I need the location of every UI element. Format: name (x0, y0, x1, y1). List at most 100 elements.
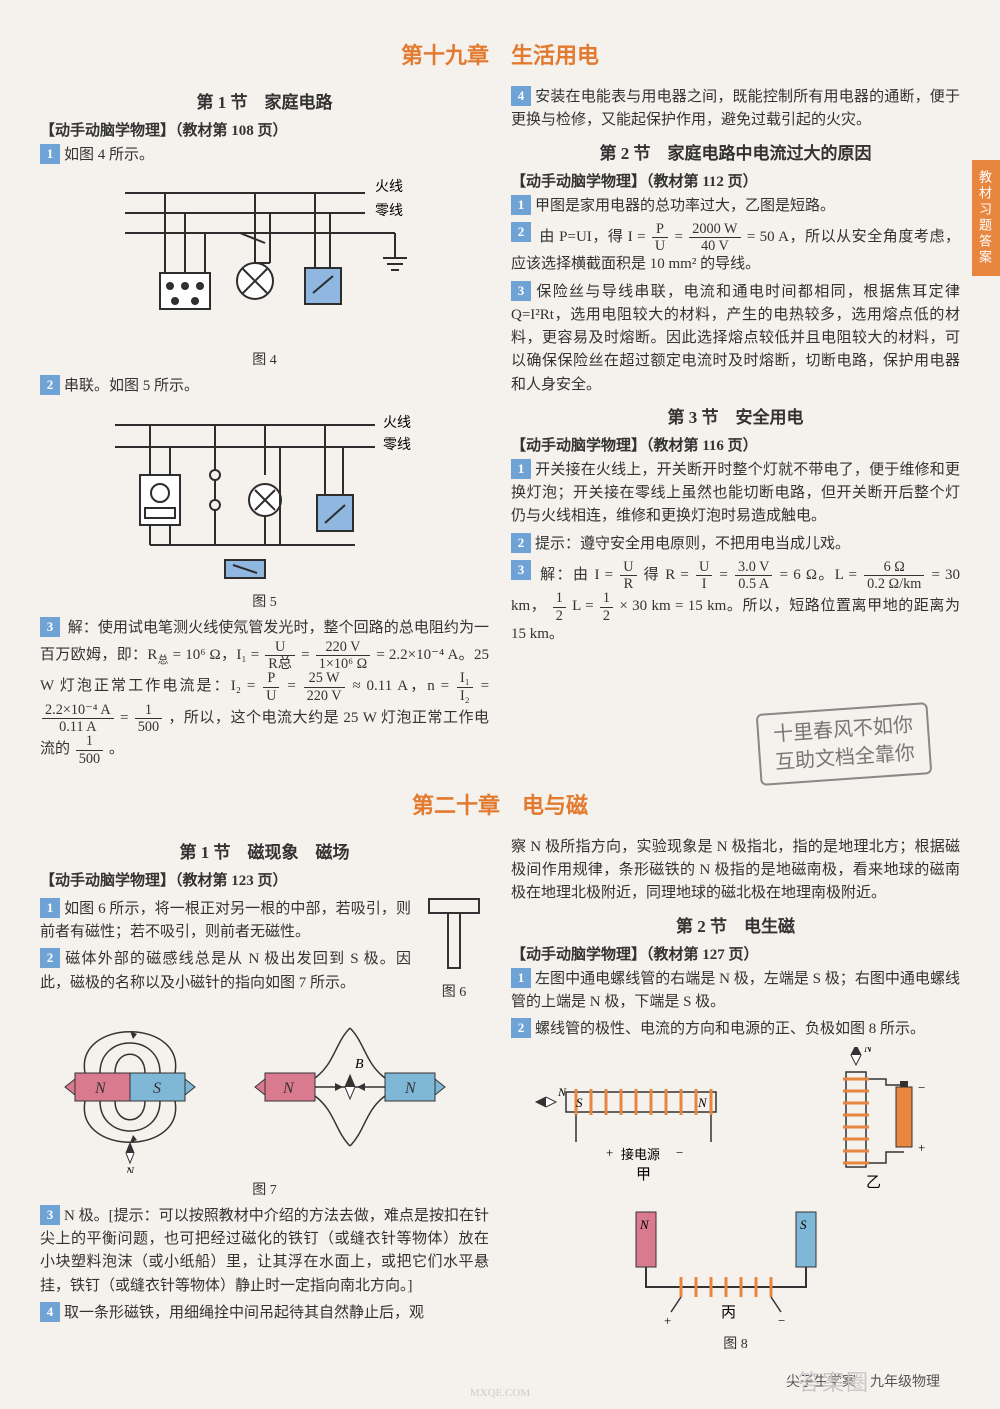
num-box: 2 (40, 375, 60, 395)
t: U (263, 688, 279, 703)
figure-4: 火线 零线 (105, 173, 425, 343)
t: 如图 6 所示，将一根正对另一根的中部，若吸引，则前者有磁性；若不吸引，则前者无… (40, 901, 411, 940)
t: N (125, 1164, 135, 1173)
num-box: 3 (40, 1205, 60, 1225)
num-box: 1 (40, 144, 60, 164)
t: = (287, 678, 301, 694)
figure-8: N S N + 接电源 − 甲 (526, 1047, 946, 1327)
ch20-q1: 1如图 6 所示，将一根正对另一根的中部，若吸引，则前者有磁性；若不吸引，则前者… (40, 898, 411, 945)
t: 。 (109, 741, 124, 757)
t: 由 P=UI，得 I = (539, 229, 650, 245)
t: = (719, 567, 733, 583)
fig8-caption: 图 8 (511, 1333, 960, 1353)
t: + (664, 1313, 671, 1327)
ch19-sec1-title: 第 1 节 家庭电路 (40, 88, 489, 113)
t: N (282, 1080, 295, 1097)
t: 220 V (304, 688, 345, 703)
t: 3.0 V (735, 560, 772, 576)
t: 得 R = (644, 567, 694, 583)
t: − (918, 1080, 925, 1095)
t: 2.2×10⁻⁴ A (42, 703, 114, 719)
chapter-20-columns: 第 1 节 磁现象 磁场 【动手动脑学物理】（教材第 123 页） 1如图 6 … (40, 832, 960, 1360)
t: 500 (135, 719, 162, 734)
fig5-caption: 图 5 (40, 591, 489, 611)
t: 40 V (689, 238, 740, 253)
num-box: 1 (511, 968, 531, 988)
t: 丙 (721, 1305, 736, 1321)
t: B (355, 1057, 364, 1072)
t: ≈ 0.11 A，n = (352, 678, 455, 694)
t: 2000 W (689, 222, 740, 238)
t: = (674, 229, 687, 245)
figure-6 (424, 894, 484, 974)
t: 1×10⁶ Ω (316, 656, 371, 671)
t: U (265, 640, 295, 656)
ch20-sec2-source: 【动手动脑学物理】（教材第 127 页） (511, 943, 960, 964)
t: 保险丝与导线串联，电流和通电时间都相同，根据焦耳定律 Q=I²Rt，选用电阻较大… (511, 284, 960, 393)
num-box: 2 (511, 533, 531, 553)
t: 取一条形磁铁，用细绳拴中间吊起待其自然静止后，观 (64, 1305, 424, 1321)
stamp: 十里春风不如你 互助文档全靠你 (756, 702, 933, 786)
ch19-s2q1: 1甲图是家用电器的总功率过大，乙图是短路。 (511, 195, 960, 218)
t: 2 (553, 608, 566, 623)
fig6-caption: 图 6 (419, 981, 489, 1001)
ch19-s2q3: 3保险丝与导线串联，电流和通电时间都相同，根据焦耳定律 Q=I²Rt，选用电阻较… (511, 281, 960, 397)
t: 500 (76, 751, 103, 766)
ch20-left-col: 第 1 节 磁现象 磁场 【动手动脑学物理】（教材第 123 页） 1如图 6 … (40, 832, 489, 1360)
watermark-logo: 答案圈 (798, 1365, 870, 1397)
t: 开关接在火线上，开关断开时整个灯就不带电了，便于维修和更换灯泡；开关接在零线上虽… (511, 462, 960, 525)
t: P (652, 222, 668, 238)
t: 25 W (304, 671, 345, 687)
t: R (620, 576, 636, 591)
t: 左图中通电螺线管的右端是 N 极，左端是 S 极；右图中通电螺线管的上端是 N … (511, 971, 960, 1010)
ch20-q4: 4取一条形磁铁，用细绳拴中间吊起待其自然静止后，观 (40, 1302, 489, 1325)
ch19-s2q2: 2 由 P=UI，得 I = PU = 2000 W40 V = 50 A，所以… (511, 222, 960, 277)
t: R总 (265, 656, 295, 671)
num-box: 3 (511, 560, 531, 580)
t: I (696, 576, 712, 591)
t: L = (572, 598, 598, 614)
t: I₂ (457, 688, 473, 703)
t: − (676, 1145, 683, 1160)
num-box: 3 (511, 281, 531, 301)
chapter-19-title: 第十九章 生活用电 (40, 38, 960, 70)
t: 2 (600, 608, 613, 623)
t: 由 P=UI，得 I = PU = 2000 W40 V = 50 A，所以从安… (511, 229, 960, 272)
t: 螺线管的极性、电流的方向和电源的正、负极如图 8 所示。 (535, 1021, 925, 1037)
t: N (697, 1095, 708, 1110)
t: N (94, 1080, 107, 1097)
t: = (120, 710, 133, 726)
ch19-sec1-source: 【动手动脑学物理】（教材第 108 页） (40, 119, 489, 140)
t: U (620, 560, 636, 576)
t: 6 Ω (864, 560, 924, 576)
num-box: 2 (511, 1018, 531, 1038)
t: 0.2 Ω/km (864, 576, 924, 591)
fig5-fire-label: 火线 (383, 415, 411, 431)
t: = 6 Ω。L = (780, 567, 863, 583)
t: 磁体外部的磁感线总是从 N 极出发回到 S 极。因此，磁极的名称以及小磁针的指向… (40, 951, 411, 990)
t: = (481, 678, 489, 694)
num-box: 2 (511, 222, 531, 242)
fig5-neutral-label: 零线 (383, 437, 411, 453)
t: = 10⁶ Ω，I₁ = (169, 647, 264, 663)
t: 1 (135, 703, 162, 719)
ch19-q4: 4安装在电能表与用电器之间，既能控制所有用电器的通断，便于更换与检修，又能起保护… (511, 86, 960, 133)
t: S (800, 1217, 807, 1232)
t: P (263, 671, 279, 687)
num-box: 1 (40, 898, 60, 918)
ch20-s2q2: 2螺线管的极性、电流的方向和电源的正、负极如图 8 所示。 (511, 1018, 960, 1041)
fig4-fire-label: 火线 (375, 179, 403, 195)
ch20-sec1-title: 第 1 节 磁现象 磁场 (40, 838, 489, 863)
figure-7: N S (55, 1013, 475, 1173)
t: U (652, 238, 668, 253)
t: S (576, 1095, 583, 1110)
t: S (153, 1080, 161, 1097)
chapter-19-columns: 第 1 节 家庭电路 【动手动脑学物理】（教材第 108 页） 1如图 4 所示… (40, 82, 960, 770)
ch20-sec1-source: 【动手动脑学物理】（教材第 123 页） (40, 869, 489, 890)
ch19-q4-text: 安装在电能表与用电器之间，既能控制所有用电器的通断，便于更换与检修，又能起保护作… (511, 89, 960, 128)
t: 解：由 I = UR 得 R = UI = 3.0 V0.5 A = 6 Ω。L… (511, 567, 960, 642)
fig4-neutral-label: 零线 (375, 203, 403, 219)
t: = (301, 647, 314, 663)
ch19-sec2-source: 【动手动脑学物理】（教材第 112 页） (511, 170, 960, 191)
ch19-left-col: 第 1 节 家庭电路 【动手动脑学物理】（教材第 108 页） 1如图 4 所示… (40, 82, 489, 770)
